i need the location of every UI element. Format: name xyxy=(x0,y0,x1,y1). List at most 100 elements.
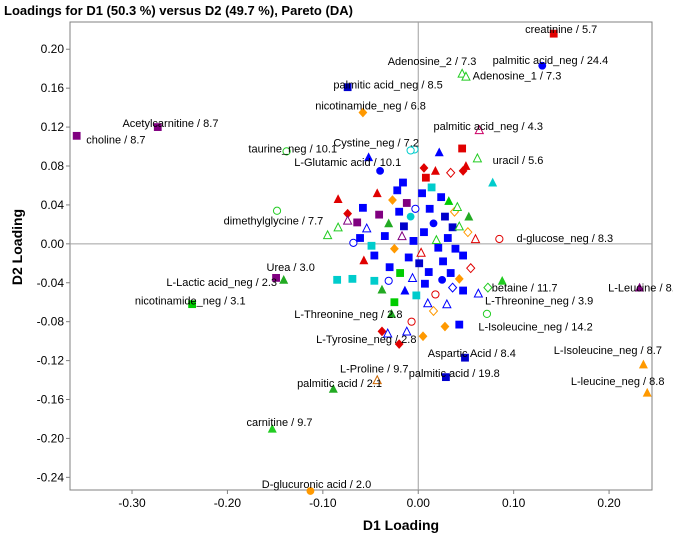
data-point xyxy=(356,234,364,242)
y-tick-label: 0.16 xyxy=(41,81,65,95)
data-point xyxy=(385,263,394,272)
data-point xyxy=(384,276,393,285)
point-label: L-leucine_neg / 8.8 xyxy=(571,376,665,388)
data-point xyxy=(407,272,418,282)
chart-title: Loadings for D1 (50.3 %) versus D2 (49.7… xyxy=(4,3,353,18)
point-label: L-Threonine_neg / 3.9 xyxy=(485,295,593,307)
data-point xyxy=(439,257,447,266)
labeled-data-point xyxy=(474,124,485,135)
data-point xyxy=(418,331,428,342)
data-point xyxy=(397,230,407,241)
data-point xyxy=(427,183,436,192)
data-point xyxy=(415,259,424,268)
data-point xyxy=(380,232,389,240)
data-point xyxy=(438,275,446,284)
data-point xyxy=(361,222,372,233)
labeled-data-point xyxy=(272,206,282,215)
point-label: palmitic acid_neg / 8.5 xyxy=(333,79,442,91)
labeled-data-point xyxy=(272,273,280,282)
data-point xyxy=(377,326,387,337)
labeled-data-point xyxy=(364,152,374,162)
labeled-data-point xyxy=(406,146,415,155)
data-point xyxy=(454,274,464,284)
data-point xyxy=(411,204,420,213)
point-label: nicotinamide_neg / 3.1 xyxy=(135,295,246,307)
point-label: Aspartic Acid / 8.4 xyxy=(428,348,516,360)
data-point xyxy=(401,326,412,336)
point-label: L-Isoleucine_neg / 8.7 xyxy=(554,345,662,357)
data-point xyxy=(464,211,474,221)
data-point xyxy=(393,186,402,195)
data-point xyxy=(419,163,429,173)
data-point xyxy=(425,204,434,213)
point-label: taurine_neg / 10.1 xyxy=(248,143,337,155)
data-point xyxy=(400,285,410,295)
data-point xyxy=(412,291,421,300)
labeled-data-point xyxy=(455,320,464,329)
data-point xyxy=(353,218,362,227)
data-point xyxy=(444,196,454,205)
data-point xyxy=(367,241,376,250)
data-point xyxy=(443,234,452,242)
y-axis-label: D2 Loading xyxy=(9,209,25,285)
point-label: d-glucose_neg / 8.3 xyxy=(517,233,614,245)
data-point xyxy=(390,298,399,307)
labeled-data-point xyxy=(153,123,162,131)
data-point xyxy=(406,212,415,221)
labeled-data-point xyxy=(461,353,469,362)
data-point xyxy=(447,282,458,293)
x-tick-label: 0.20 xyxy=(597,496,621,510)
point-label: dimethylglycine / 7.7 xyxy=(224,215,324,227)
labeled-data-point xyxy=(472,152,483,163)
y-tick-label: -0.16 xyxy=(37,393,65,407)
data-point xyxy=(409,237,418,245)
data-point xyxy=(454,221,465,231)
data-point xyxy=(399,178,407,187)
data-point xyxy=(434,243,443,252)
data-point xyxy=(442,298,452,309)
data-point xyxy=(376,166,384,175)
point-label: carnitine / 9.7 xyxy=(247,417,313,429)
data-point xyxy=(459,286,467,295)
data-point xyxy=(396,269,405,277)
labeled-data-point xyxy=(72,131,81,140)
point-label: Acetylcarnitine / 8.7 xyxy=(122,118,218,130)
data-point xyxy=(372,188,382,198)
data-point xyxy=(458,166,468,176)
y-tick-label: -0.20 xyxy=(37,431,65,445)
data-point xyxy=(394,339,404,349)
data-point xyxy=(384,218,394,228)
data-point xyxy=(451,244,460,253)
data-point xyxy=(424,268,433,276)
data-point xyxy=(407,317,416,326)
data-point xyxy=(322,229,333,240)
point-label: palmitic acid_neg / 4.3 xyxy=(434,121,543,133)
point-label: uracil / 5.6 xyxy=(493,155,544,167)
point-label: Cystine_neg / 7.2 xyxy=(333,138,419,150)
point-label: L-Tyrosine_neg / 2.8 xyxy=(316,334,416,346)
data-point xyxy=(421,279,429,288)
y-tick-label: -0.08 xyxy=(37,315,65,329)
data-point xyxy=(440,321,450,332)
x-tick-label: -0.10 xyxy=(309,496,337,510)
data-point xyxy=(459,251,467,260)
point-label: L-Proline / 9.7 xyxy=(340,363,408,375)
point-label: L-Leucine / 8.8 xyxy=(608,283,673,295)
points-layer xyxy=(72,29,652,495)
labeled-data-point xyxy=(635,282,645,292)
data-point xyxy=(446,269,455,277)
data-point xyxy=(470,233,481,244)
labeled-data-point xyxy=(343,83,352,92)
data-point xyxy=(342,215,353,225)
data-point xyxy=(359,255,369,265)
data-point xyxy=(431,234,442,245)
data-point xyxy=(430,166,440,175)
data-point xyxy=(431,290,440,299)
axes-layer: -0.30 -0.20 -0.10 0.00 0.10 0.20 -0.24 -0.20 -0.… xyxy=(37,21,653,510)
x-tick-label: 0.00 xyxy=(407,496,431,510)
data-point xyxy=(333,222,343,232)
y-tick-label: 0.08 xyxy=(41,159,65,173)
point-label: choline / 8.7 xyxy=(86,135,145,147)
labels-layer: creatinine / 5.7 Adenosine_2 / 7.3 palmiti… xyxy=(86,24,673,491)
point-label: palmitic acid / 19.8 xyxy=(409,368,500,380)
